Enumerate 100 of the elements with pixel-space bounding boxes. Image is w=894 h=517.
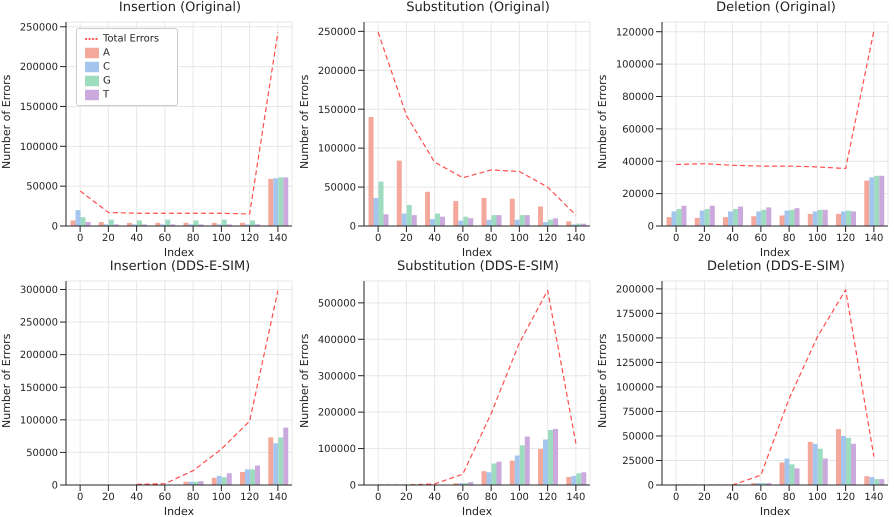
y-axis-title: Number of Errors (0, 74, 13, 169)
bar (548, 429, 554, 484)
x-tick-label: 0 (672, 492, 680, 503)
x-tick-label: 0 (374, 233, 382, 244)
y-axis-title: Number of Errors (596, 332, 609, 428)
chart-title: Insertion (Original) (118, 0, 242, 15)
bar (790, 210, 795, 226)
x-tick-label: 0 (76, 492, 84, 503)
y-tick-label: 100000 (616, 382, 654, 393)
bar (384, 214, 389, 226)
y-tick-label: 50000 (26, 182, 58, 193)
bar (440, 216, 446, 226)
bar (874, 478, 880, 484)
bar (108, 220, 114, 226)
x-tick-label: 80 (782, 492, 796, 503)
bar (780, 462, 785, 484)
y-axis-title: Number of Errors (298, 74, 311, 169)
y-tick-label: 150000 (20, 382, 58, 394)
bar (818, 210, 823, 226)
bar (808, 441, 813, 484)
x-tick-label: 20 (698, 233, 711, 244)
bar (751, 216, 756, 226)
bar (226, 472, 232, 484)
bar (784, 458, 790, 484)
y-tick-label: 200000 (318, 66, 356, 77)
bar (874, 176, 880, 226)
bar (453, 201, 458, 226)
bar (486, 472, 492, 484)
y-tick-label: 0 (648, 480, 654, 492)
x-tick-label: 40 (726, 492, 739, 503)
bar (198, 480, 204, 484)
bar (412, 215, 417, 226)
x-tick-label: 100 (212, 492, 231, 503)
y-tick-label: 100000 (616, 60, 654, 71)
bar (836, 214, 842, 226)
legend-label: Total Errors (103, 34, 160, 45)
bar (463, 216, 468, 226)
x-tick-label: 140 (864, 233, 884, 244)
x-tick-label: 140 (566, 492, 586, 503)
x-tick-label: 40 (130, 233, 143, 244)
bar (841, 435, 846, 484)
y-tick-label: 200000 (318, 407, 356, 418)
bar (184, 481, 189, 484)
x-tick-label: 80 (186, 233, 200, 244)
x-tick-label: 80 (186, 492, 200, 503)
bar (482, 198, 487, 226)
y-tick-label: 50000 (324, 182, 356, 194)
x-axis-title: Index (462, 504, 493, 517)
chart-title: Insertion (DDS-E-SIM) (108, 258, 252, 274)
bar (710, 206, 715, 226)
bar (222, 220, 227, 226)
bar (672, 211, 677, 226)
bar (864, 476, 870, 484)
x-tick-label: 40 (428, 233, 441, 244)
bar (836, 428, 842, 484)
y-tick-label: 300000 (318, 370, 356, 382)
y-tick-label: 250000 (318, 26, 356, 38)
bar (538, 206, 544, 226)
bar (666, 217, 672, 226)
bar (723, 217, 728, 226)
bar (425, 192, 430, 226)
bar (822, 210, 828, 226)
y-axis-title: Number of Errors (298, 332, 311, 428)
x-tick-label: 20 (400, 233, 413, 244)
y-tick-label: 120000 (616, 27, 654, 38)
bar (846, 437, 852, 484)
bar (492, 215, 497, 226)
y-tick-label: 60000 (622, 124, 654, 136)
x-tick-label: 40 (428, 492, 441, 503)
y-tick-label: 150000 (318, 104, 356, 116)
x-axis-title: Index (760, 246, 791, 259)
y-tick-label: 400000 (318, 334, 356, 346)
chart-title: Deletion (Original) (715, 0, 837, 15)
bar (510, 460, 515, 484)
bar (482, 470, 487, 484)
bar (571, 475, 576, 484)
bar (812, 443, 818, 484)
bar (869, 177, 874, 226)
bar (268, 436, 274, 484)
bar (374, 198, 379, 226)
x-tick-label: 0 (76, 233, 84, 244)
x-tick-label: 120 (836, 233, 856, 244)
bar (766, 207, 772, 226)
bar (694, 218, 700, 226)
bar (273, 178, 278, 226)
bar (245, 468, 250, 484)
line-series (136, 290, 278, 484)
x-tick-label: 0 (672, 233, 680, 244)
bar (520, 215, 525, 226)
x-tick-label: 120 (240, 492, 260, 503)
bar (566, 476, 572, 484)
bar (268, 178, 274, 226)
bar (538, 448, 544, 484)
bar (543, 438, 548, 484)
y-axis-title: Number of Errors (596, 74, 609, 169)
bar (818, 448, 823, 484)
x-tick-label: 40 (726, 233, 739, 244)
bar (524, 436, 530, 484)
x-tick-label: 80 (484, 233, 498, 244)
bar (682, 206, 687, 226)
